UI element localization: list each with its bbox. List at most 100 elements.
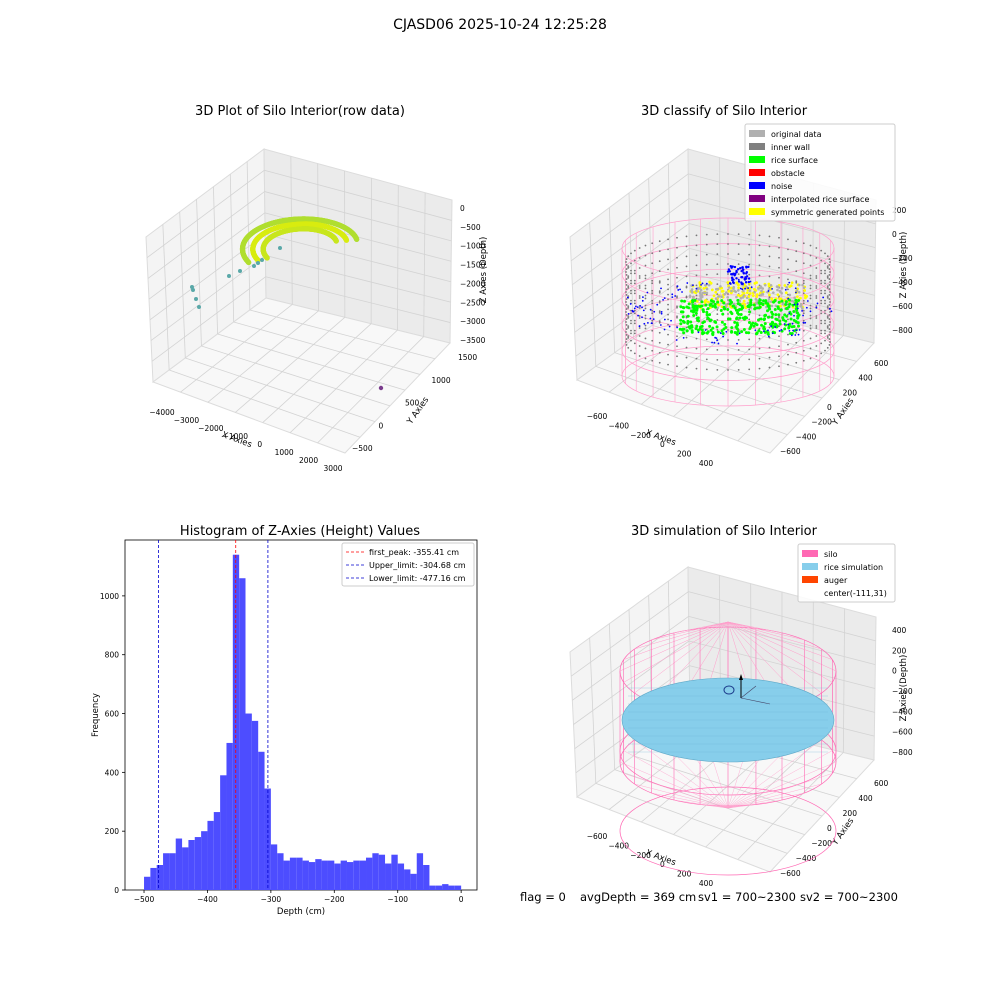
wall-point xyxy=(737,348,740,351)
grid-line xyxy=(265,255,451,303)
panel1-title: 3D Plot of Silo Interior(row data) xyxy=(195,104,405,119)
x-tick-label: 0 xyxy=(257,440,262,449)
outlier-point xyxy=(194,297,198,301)
wall-point xyxy=(828,314,831,316)
outlier-point xyxy=(238,269,242,273)
z-tick-label: −600 xyxy=(892,302,913,311)
legend-swatch xyxy=(802,563,818,570)
outlier-point xyxy=(227,274,231,278)
x-tick-label: 200 xyxy=(677,870,692,879)
wall-point xyxy=(828,344,831,346)
wall-point xyxy=(795,361,798,364)
grid-line xyxy=(207,310,319,403)
y-tick-label: 1500 xyxy=(458,353,477,362)
wall-point xyxy=(758,337,761,340)
grid-line xyxy=(423,192,426,337)
wall-point xyxy=(716,318,719,321)
wall-point xyxy=(787,353,789,356)
wall-point xyxy=(768,326,771,329)
wall-point xyxy=(826,276,829,279)
wall-point xyxy=(802,309,805,312)
wall-point xyxy=(737,368,740,371)
z-tick-label: −1500 xyxy=(460,261,486,270)
x-tick-label: 3000 xyxy=(323,464,342,473)
wall-point xyxy=(826,266,829,269)
x-tick-label: 200 xyxy=(677,450,692,459)
wall-point xyxy=(824,269,826,272)
z-tick-label: −200 xyxy=(892,254,913,263)
x-tick-label: 2000 xyxy=(299,456,318,465)
z-tick-label: 0 xyxy=(892,667,897,676)
wall-point xyxy=(809,327,812,330)
wall-point xyxy=(768,356,771,359)
status-sv2: sv2 = 700~2300 xyxy=(800,890,898,904)
wall-point xyxy=(815,275,818,277)
grid-line xyxy=(289,329,398,434)
wall-point xyxy=(778,355,780,358)
z-tick-label: −3000 xyxy=(460,317,486,326)
z-tick-label: −2000 xyxy=(460,279,486,288)
grid-line xyxy=(249,309,436,360)
grid-line xyxy=(264,169,452,221)
y-axis-label: Y Axies xyxy=(830,816,857,848)
data-point xyxy=(333,238,339,244)
wall-point xyxy=(802,279,805,282)
wall-point xyxy=(826,306,829,309)
z-tick-label: −500 xyxy=(460,223,481,232)
wall-point xyxy=(809,277,812,280)
wall-point xyxy=(826,286,829,289)
wall-point xyxy=(829,301,831,303)
wall-point xyxy=(809,307,812,310)
wall-point xyxy=(829,281,831,283)
legend-label: silo xyxy=(824,550,838,559)
wall-point xyxy=(758,357,761,360)
grid-line xyxy=(265,233,451,283)
grid-line xyxy=(201,345,391,407)
wall-point xyxy=(828,334,831,336)
wall-point xyxy=(758,367,761,370)
wall-point xyxy=(748,318,751,321)
grid-line xyxy=(150,255,266,341)
wall-point xyxy=(824,349,826,352)
grid-line xyxy=(317,336,424,444)
wall-point xyxy=(828,274,831,276)
wall-point xyxy=(820,352,823,355)
y-tick-label: 0 xyxy=(827,403,832,412)
wall-point xyxy=(802,299,805,302)
wall-point xyxy=(705,348,708,351)
wall-point xyxy=(695,337,698,340)
y-tick-label: −600 xyxy=(780,447,801,456)
wall-point xyxy=(705,358,708,361)
grid-line xyxy=(397,185,399,331)
z-tick-label: 200 xyxy=(892,206,907,215)
grid-line xyxy=(233,321,421,375)
wall-point xyxy=(778,335,780,338)
wall-point xyxy=(820,302,823,305)
wall-point xyxy=(778,365,780,368)
wall-point xyxy=(802,329,805,332)
wall-point xyxy=(727,329,729,331)
wall-point xyxy=(809,317,812,320)
status-flag: flag = 0 xyxy=(520,890,566,904)
wall-point xyxy=(828,284,831,286)
wall-point xyxy=(824,319,826,322)
wall-point xyxy=(820,342,823,345)
wall-point xyxy=(716,368,719,371)
y-tick-label: 400 xyxy=(858,374,873,383)
y-tick-label: 1000 xyxy=(432,376,451,385)
wall-point xyxy=(727,369,729,371)
wall-point xyxy=(787,283,789,286)
grid-line xyxy=(162,224,170,371)
z-axis-label: Z Axies (Depth) xyxy=(479,237,489,304)
wall-point xyxy=(748,338,751,341)
wall-point xyxy=(758,327,761,330)
wall-point xyxy=(727,349,729,351)
z-tick-label: 0 xyxy=(460,204,465,213)
wall-point xyxy=(824,279,826,282)
wall-point xyxy=(809,347,812,350)
wall-point xyxy=(716,348,719,351)
data-point xyxy=(343,237,350,243)
wall-point xyxy=(826,326,829,329)
y-tick-label: −400 xyxy=(796,432,817,441)
